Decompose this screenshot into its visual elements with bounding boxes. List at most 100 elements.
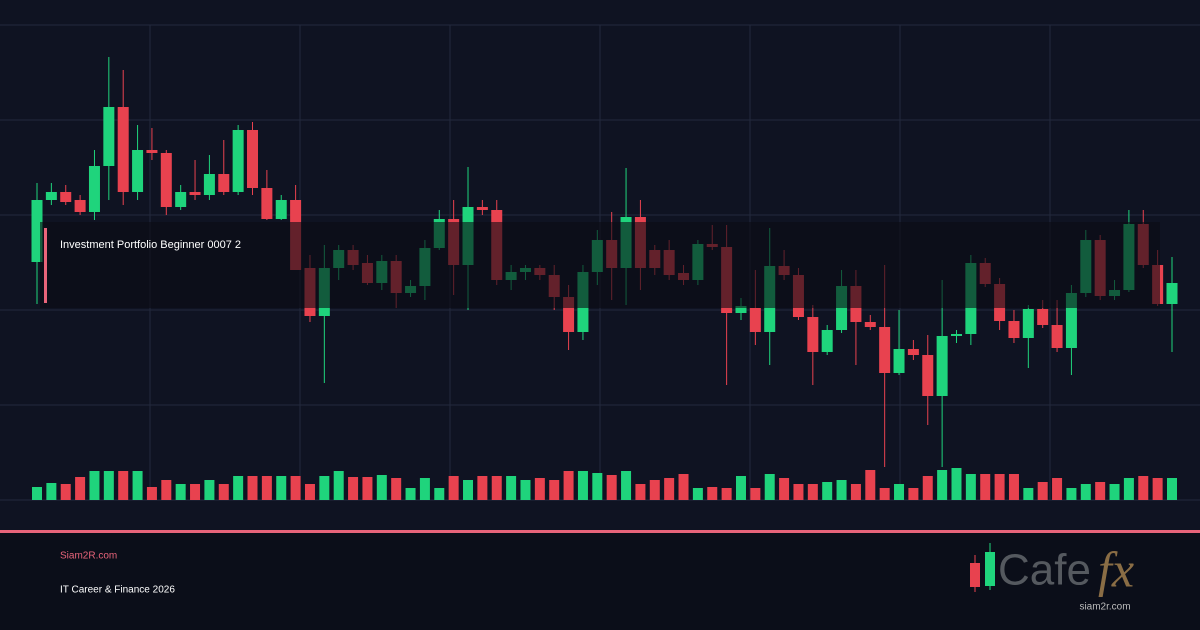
volume-bar [319, 476, 330, 500]
candle-body [45, 192, 57, 200]
candle-body [132, 150, 144, 192]
volume-bar [491, 476, 502, 500]
candle-body [749, 308, 761, 332]
volume-bar [779, 478, 790, 500]
volume-bar [261, 476, 272, 500]
volume-bar [563, 471, 574, 500]
candle-body [893, 349, 905, 373]
volume-bar [951, 468, 962, 500]
logo-candle [985, 552, 995, 586]
volume-bar [894, 484, 905, 500]
volume-bar [89, 471, 100, 500]
footer-site: Siam2R.com [60, 551, 117, 562]
candle-body [563, 297, 575, 332]
candle-body [275, 200, 287, 219]
logo-brand: Cafe [998, 546, 1091, 595]
volume-bar [592, 473, 603, 500]
candle-body [879, 327, 891, 373]
candle-body [88, 166, 100, 212]
label-accent [44, 228, 47, 303]
volume-bar [146, 487, 157, 500]
volume-bar [60, 484, 71, 500]
volume-bar [434, 488, 445, 500]
volume-bar [678, 474, 689, 500]
volume-bar [707, 487, 718, 500]
volume-bar [1023, 488, 1034, 500]
volume-bar [132, 471, 143, 500]
label-box [40, 222, 1160, 308]
volume-bar [721, 488, 732, 500]
volume-bar [218, 484, 229, 500]
volume-bar [793, 484, 804, 500]
volume-bar [822, 482, 833, 500]
volume-bar [1008, 474, 1019, 500]
candle-body [189, 192, 201, 195]
volume-bar [161, 480, 172, 500]
candle-body [922, 355, 934, 396]
candle-body [476, 207, 488, 210]
volume-bar [520, 480, 531, 500]
volume-bar [764, 474, 775, 500]
volume-bar [577, 471, 588, 500]
volume-bar [1080, 484, 1091, 500]
volume-bar [980, 474, 991, 500]
volume-bar [32, 487, 42, 500]
candle-body [31, 200, 43, 262]
candle-body [74, 200, 86, 212]
footer-tagline: IT Career & Finance 2026 [60, 585, 175, 596]
candle-body [232, 130, 244, 192]
volume-bar [348, 477, 359, 500]
volume-bar [807, 484, 818, 500]
volume-bar [304, 484, 315, 500]
volume-bar [477, 476, 488, 500]
candle-body [950, 334, 962, 336]
volume-bar [276, 476, 287, 500]
volume-bar [204, 480, 215, 500]
volume-bar [635, 484, 646, 500]
volume-bar [391, 478, 402, 500]
volume-bar [290, 476, 301, 500]
volume-bar [1052, 478, 1063, 500]
volume-bar [1152, 478, 1163, 500]
volume-bar [75, 477, 86, 500]
volume-bar [735, 476, 746, 500]
candle-body [1065, 293, 1077, 348]
candle-body [821, 330, 833, 352]
candle-body [1051, 325, 1063, 348]
volume-bar [965, 474, 976, 500]
volume-bar [836, 480, 847, 500]
volume-bar [175, 484, 186, 500]
logo-suffix: fx [1098, 541, 1134, 597]
volume-bar [46, 483, 57, 500]
volume-bar [865, 470, 876, 500]
candle-body [203, 174, 215, 195]
candle-body [735, 306, 747, 313]
volume-bar [606, 475, 617, 500]
volume-bar [463, 480, 474, 500]
candle-body [1008, 321, 1020, 338]
candle-body [907, 349, 919, 355]
volume-bar [621, 471, 632, 500]
volume-bar [118, 471, 129, 500]
volume-bar [1066, 488, 1077, 500]
volume-bar [850, 484, 861, 500]
footer-bg [0, 533, 1200, 630]
candle-body [864, 322, 876, 327]
volume-bar [1167, 478, 1177, 500]
volume-bar [879, 488, 890, 500]
candle-body [936, 336, 948, 396]
volume-bar [534, 478, 545, 500]
volume-bar [419, 478, 430, 500]
volume-bar [1095, 482, 1106, 500]
candle-body [261, 188, 273, 219]
logo-candle [970, 563, 980, 587]
volume-bar [247, 476, 258, 500]
volume-bar [908, 488, 919, 500]
candle-body [103, 107, 115, 166]
overlay-label: Investment Portfolio Beginner 0007 2 [60, 239, 241, 251]
volume-bar [103, 471, 114, 500]
candle-body [247, 130, 259, 188]
candle-body [60, 192, 72, 202]
